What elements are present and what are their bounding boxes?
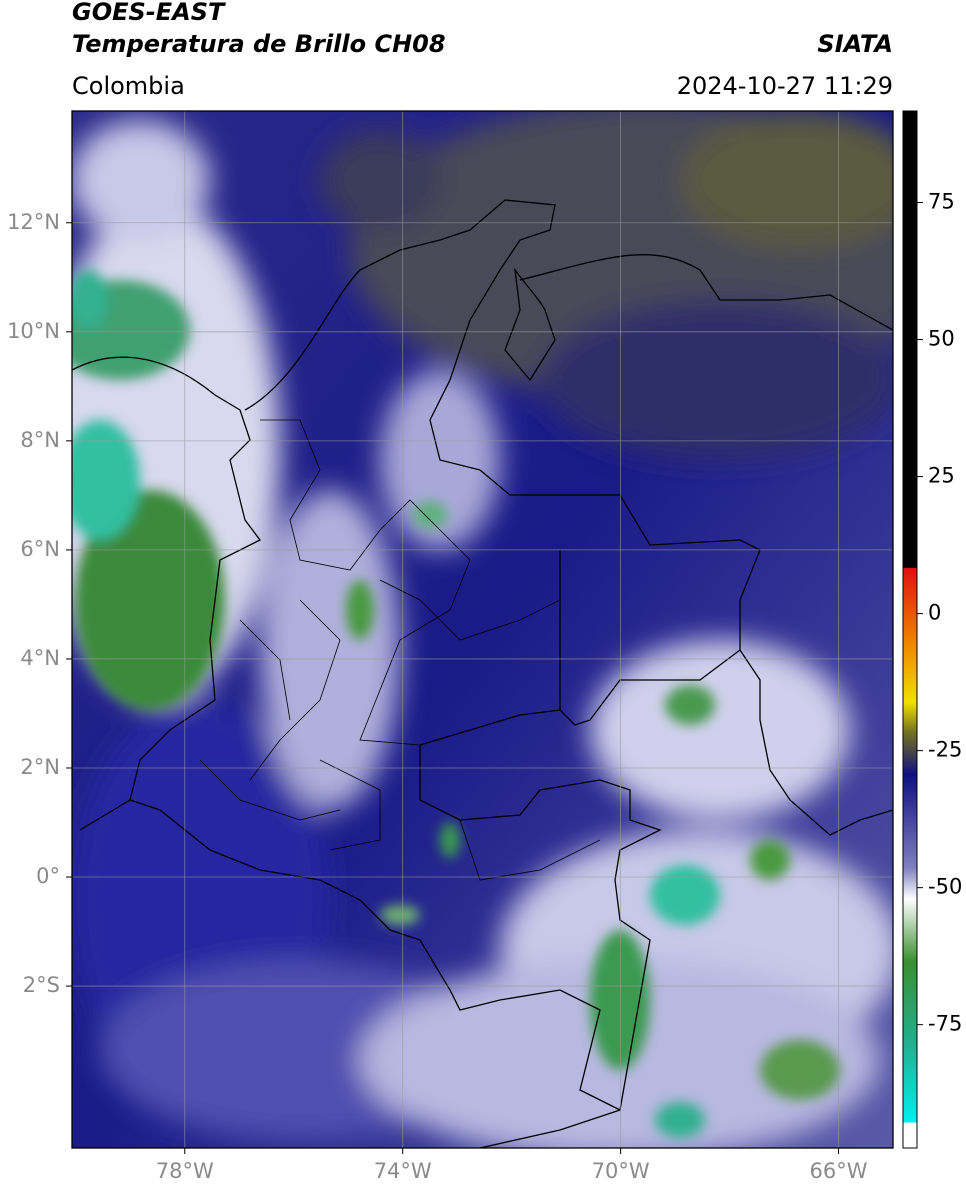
timestamp: 2024-10-27 11:29 <box>677 72 893 100</box>
colorbar-label: 50 <box>928 327 955 351</box>
colorbar-label: -50 <box>928 875 962 899</box>
region: Colombia <box>72 72 185 100</box>
lon-label: 70°W <box>592 1159 650 1183</box>
source: SIATA <box>817 30 893 58</box>
lat-label: 0° <box>36 864 60 888</box>
title: GOES-EAST <box>72 0 226 26</box>
colorbar-label: 75 <box>928 190 955 214</box>
colorbar-label: 0 <box>928 601 941 625</box>
lat-label: 6°N <box>20 537 60 561</box>
lon-label: 74°W <box>374 1159 432 1183</box>
lon-label: 78°W <box>156 1159 214 1183</box>
lat-label: 8°N <box>20 428 60 452</box>
colorbar-label: 25 <box>928 464 955 488</box>
lat-label: 4°N <box>20 646 60 670</box>
borders <box>72 199 893 1148</box>
colorbar-label: -25 <box>928 738 962 762</box>
lat-label: 2°N <box>20 755 60 779</box>
lat-label: 12°N <box>7 210 60 234</box>
lat-label: 2°S <box>23 973 60 997</box>
map-frame <box>71 110 894 1149</box>
graticule <box>72 111 893 1148</box>
lat-label: 10°N <box>7 319 60 343</box>
subtitle: Temperatura de Brillo CH08 <box>72 30 446 58</box>
colorbar-label: -75 <box>928 1012 962 1036</box>
colorbar <box>902 110 918 1149</box>
lon-label: 66°W <box>810 1159 868 1183</box>
satellite-image <box>72 111 893 1148</box>
